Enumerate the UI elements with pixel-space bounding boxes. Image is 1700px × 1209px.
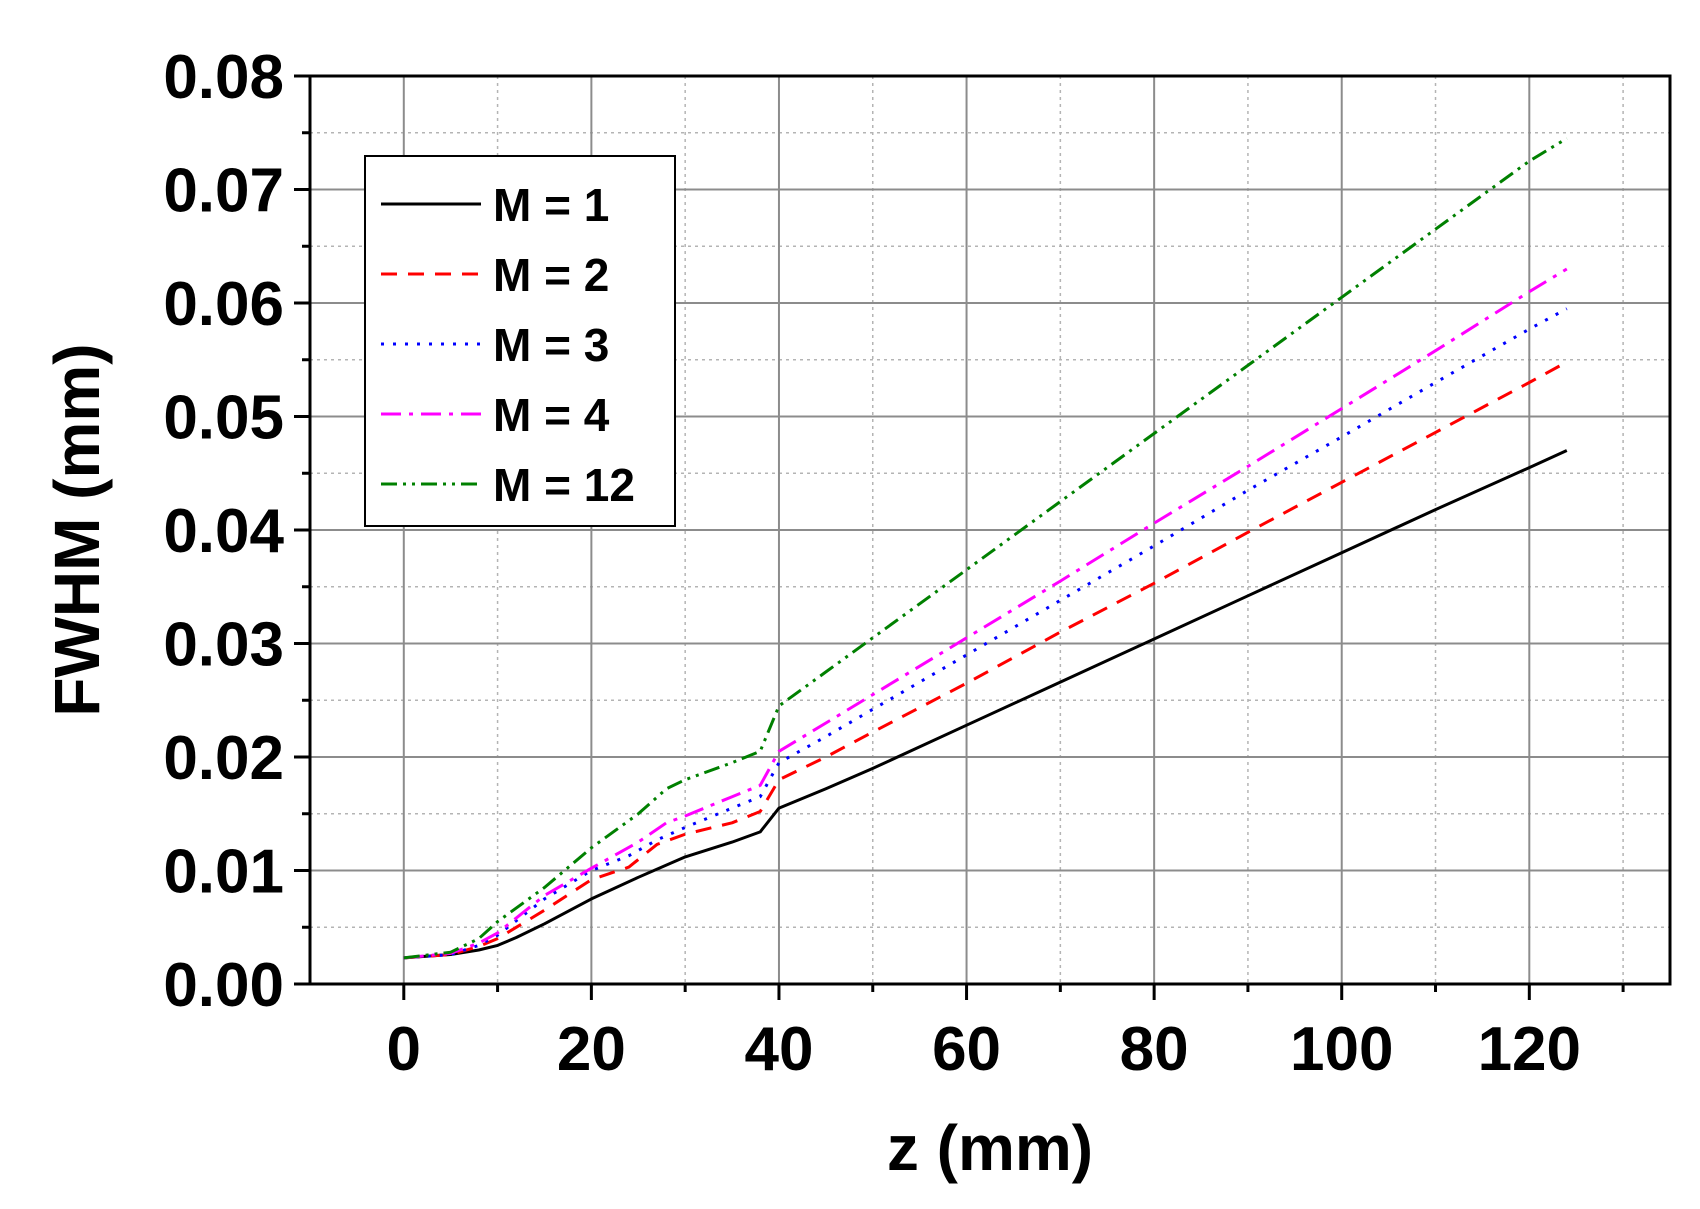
y-axis-title: FWHM (mm)	[41, 343, 113, 716]
legend: M = 1 M = 2 M = 3 M = 4 M = 12	[364, 155, 676, 527]
x-tick-label: 20	[557, 1015, 626, 1084]
y-tick-label: 0.06	[163, 270, 284, 339]
legend-label: M = 4	[493, 389, 610, 441]
legend-label: M = 1	[493, 179, 609, 231]
series-line	[403, 267, 1568, 960]
x-axis-title: z (mm)	[887, 1112, 1093, 1184]
x-tick-label: 0	[387, 1015, 421, 1084]
y-tick-label: 0.01	[163, 838, 284, 907]
y-tick-label: 0.04	[163, 497, 284, 566]
series-line	[403, 449, 1568, 960]
y-tick-label: 0.05	[163, 384, 284, 453]
x-tick-label: 120	[1478, 1015, 1581, 1084]
y-tick-label: 0.08	[163, 43, 284, 112]
legend-label: M = 2	[493, 249, 609, 301]
x-tick-label: 60	[932, 1015, 1001, 1084]
series-line	[403, 137, 1568, 960]
x-tick-label: 100	[1290, 1015, 1393, 1084]
y-tick-label: 0.03	[163, 611, 284, 680]
x-tick-label: 40	[744, 1015, 813, 1084]
series-lines	[403, 137, 1568, 960]
x-tick-label: 80	[1120, 1015, 1189, 1084]
legend-label: M = 12	[493, 459, 635, 511]
tick-labels: 0 20 40 60 80 100 120 0.00 0.01 0.02 0.03 0.04 0.05 0…	[163, 43, 1581, 1084]
y-tick-label: 0.00	[163, 951, 284, 1020]
series-line	[403, 360, 1568, 960]
y-tick-label: 0.07	[163, 157, 284, 226]
y-tick-label: 0.02	[163, 724, 284, 793]
axis-ticks	[294, 74, 1625, 1000]
legend-label: M = 3	[493, 319, 609, 371]
legend-box	[364, 155, 676, 527]
